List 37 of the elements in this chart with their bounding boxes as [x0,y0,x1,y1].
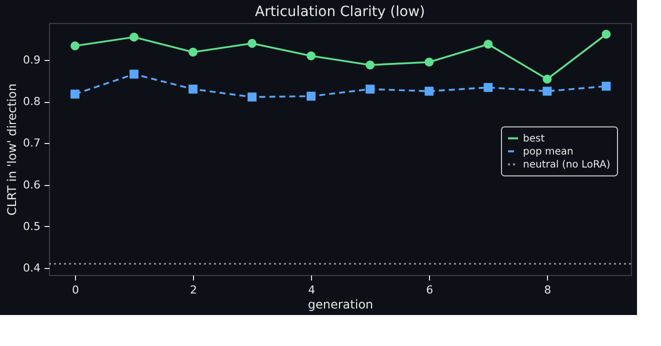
x-tick-label: 6 [426,284,434,296]
legend-label: pop mean [523,146,574,158]
point [366,84,375,94]
legend-label: neutral (no LoRA) [523,159,610,170]
legend-label: best [523,133,545,144]
point [602,82,611,91]
point [70,41,80,50]
point [484,40,493,49]
point [366,60,375,70]
point [306,51,316,60]
chart-title: Articulation Clarity (low) [255,4,425,20]
x-tick-label: 4 [308,284,316,296]
y-axis-title: CLRT in 'low' direction [5,84,20,216]
point [248,38,257,48]
y-tick-label: 0.7 [23,136,40,150]
x-axis-title: generation [308,298,374,312]
point [130,32,138,42]
y-tick-label: 0.9 [23,54,40,67]
point [306,92,316,101]
point [70,90,80,99]
y-tick-label: 0.5 [23,220,40,233]
point [602,30,611,39]
x-tick-label: 8 [544,284,552,296]
point [484,82,493,92]
point [188,48,198,57]
point [188,84,198,94]
y-tick-label: 0.6 [23,178,40,192]
y-tick-label: 0.8 [23,95,40,108]
x-tick-label: 2 [190,284,198,296]
point [542,74,552,84]
point [130,70,138,79]
x-tick-label: 0 [72,284,79,296]
point [542,86,552,96]
point [424,86,434,96]
point [424,58,434,67]
y-tick-label: 0.4 [23,261,40,274]
point [248,92,257,102]
